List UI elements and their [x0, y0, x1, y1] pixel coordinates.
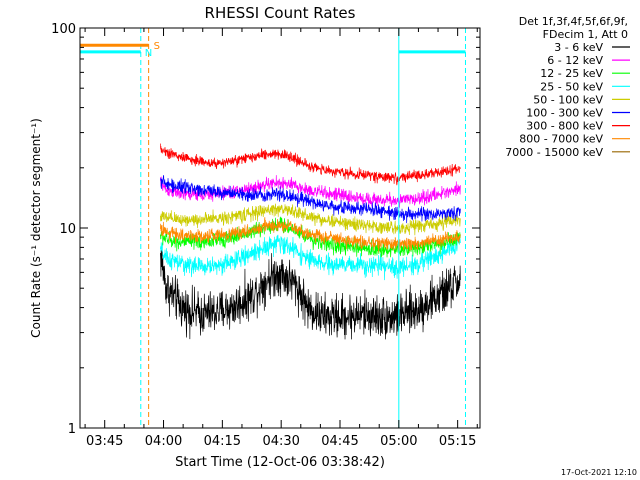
- series-line: [160, 217, 461, 253]
- series-line: [160, 250, 461, 340]
- y-axis: 1 10 100: [51, 22, 480, 437]
- legend-label: 50 - 100 keV: [533, 93, 603, 106]
- legend-label: 6 - 12 keV: [547, 54, 603, 67]
- legend-label: 800 - 7000 keV: [519, 133, 603, 146]
- legend: Det 1f,3f,4f,5f,6f,9f,FDecim 1, Att 03 -…: [505, 15, 630, 159]
- x-tick-label: 04:30: [262, 434, 299, 449]
- y-axis-label: Count Rate (s⁻¹ detector segment⁻¹): [29, 118, 43, 338]
- x-tick-label: 05:15: [439, 434, 476, 449]
- data-layer: [160, 143, 461, 340]
- chart-title: RHESSI Count Rates: [205, 4, 356, 22]
- x-tick-label: 04:45: [321, 434, 358, 449]
- x-tick-label: 05:00: [380, 434, 417, 449]
- x-tick-label: 03:45: [86, 434, 123, 449]
- legend-label: 300 - 800 keV: [526, 120, 603, 133]
- x-tick-label: 04:00: [145, 434, 182, 449]
- legend-label: 100 - 300 keV: [526, 107, 603, 120]
- footer-date: 17-Oct-2021 12:10: [561, 468, 637, 477]
- x-axis-label: Start Time (12-Oct-06 03:38:42): [175, 455, 385, 470]
- legend-header: Det 1f,3f,4f,5f,6f,9f,: [519, 15, 628, 28]
- y-tick-label: 1: [68, 422, 76, 437]
- y-tick-label: 100: [51, 22, 76, 37]
- saa-flag-label: S: [154, 41, 160, 52]
- series-line: [160, 143, 461, 186]
- series-line: [160, 203, 461, 236]
- legend-label: 7000 - 15000 keV: [505, 146, 603, 159]
- y-tick-label: 10: [59, 222, 76, 237]
- x-tick-label: 04:15: [204, 434, 241, 449]
- x-axis: 03:45 04:00 04:15 04:30 04:45 05:00 05:15: [84, 28, 478, 449]
- series-line: [160, 175, 461, 224]
- series-line: [160, 234, 461, 281]
- legend-label: 3 - 6 keV: [554, 41, 603, 54]
- legend-header: FDecim 1, Att 0: [543, 28, 628, 41]
- legend-label: 25 - 50 keV: [540, 80, 603, 93]
- legend-label: 12 - 25 keV: [540, 67, 603, 80]
- night-flag-label: N: [145, 48, 152, 59]
